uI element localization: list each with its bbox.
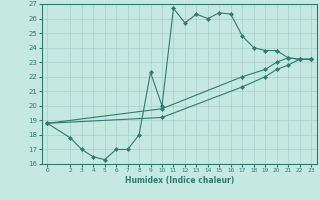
X-axis label: Humidex (Indice chaleur): Humidex (Indice chaleur) bbox=[124, 176, 234, 185]
